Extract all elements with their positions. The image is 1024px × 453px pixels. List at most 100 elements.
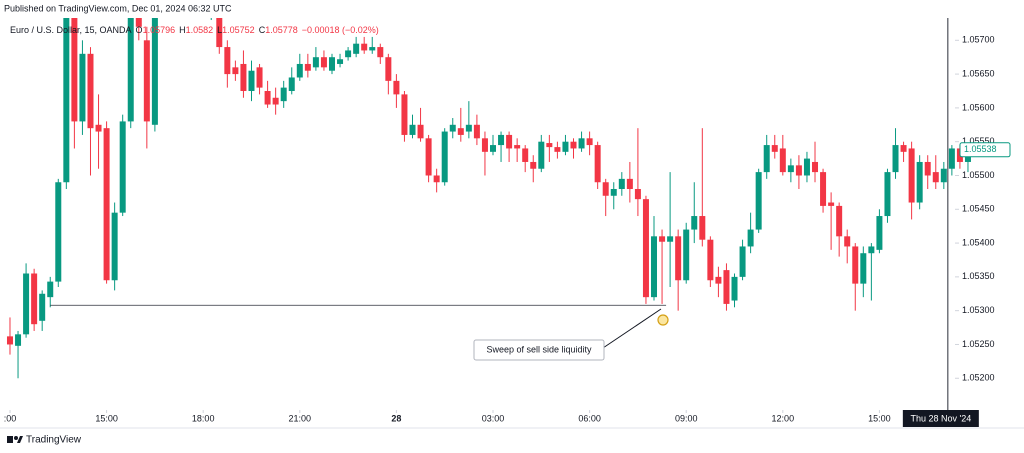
candle-body [892,145,899,173]
candle-body [240,63,247,91]
legend-ohlc-value: 1.05752 [222,25,255,35]
candle-body [498,134,505,146]
candle-body [272,97,279,105]
candle-body [828,202,835,206]
candle-body [506,134,513,149]
candle-body [490,145,497,152]
legend-ohlc-value: 1.0582 [186,25,214,35]
candle-body [417,124,424,139]
legend-ohlc-key: H [179,25,186,35]
candle-body [876,216,883,250]
y-tick-label: 1.05250 [962,339,995,349]
annotation-arrow [599,308,662,351]
candle-body [570,141,577,149]
candle-body [95,124,102,132]
candle-body [900,145,907,152]
candle-body [908,148,915,203]
candle-body [562,141,569,152]
candle-body [932,172,939,183]
candle-body [731,276,738,301]
candle-body [554,147,561,152]
candle-body [884,172,891,217]
candle-body [860,253,867,284]
y-tick-label: 1.05400 [962,237,995,247]
candle-body [715,276,722,284]
candle-body [127,18,134,122]
candle-body [119,121,126,213]
candle-body [820,172,827,206]
candle-body [361,43,368,51]
candle-body [264,90,271,105]
last-price-label: 1.05538 [964,144,997,154]
candle-body [651,236,658,298]
candle-body [763,145,770,173]
candle-body [6,336,13,345]
candle-body [457,128,464,135]
candle-body [369,47,376,51]
candle-body [586,138,593,146]
candle-body [151,18,158,125]
x-tick-label: :00 [4,413,17,423]
candle-body [723,270,730,304]
candle-body [216,18,223,48]
candle-body [449,124,456,132]
crosshair-label: Thu 28 Nov '24 [910,413,971,423]
footer-text: TradingView [26,435,82,446]
candle-body [280,87,287,102]
candle-body [320,57,327,68]
candle-body [401,94,408,135]
candle-body [71,18,78,122]
candle-body [602,182,609,196]
x-tick-label: 18:00 [192,413,215,423]
y-tick-label: 1.05500 [962,170,995,180]
annotation-text: Sweep of sell side liquidity [486,344,592,354]
candle-body [594,145,601,183]
legend-ohlc-value: 1.05778 [265,25,298,35]
candle-body [345,50,352,58]
legend-change: −0.00018 (−0.02%) [302,25,379,35]
x-tick-label: 21:00 [289,413,312,423]
candle-body [465,124,472,132]
candle-body [522,148,529,162]
candle-body [868,246,875,254]
candle-body [312,57,319,68]
y-tick-label: 1.05700 [962,35,995,45]
annotation: Sweep of sell side liquidity [50,304,669,361]
x-tick-label: 09:00 [675,413,698,423]
candle-body [771,145,778,152]
candle-body [836,205,843,237]
candle-body [916,161,923,203]
candle-body [135,18,142,27]
candle-body [143,40,150,122]
candle-body [747,229,754,247]
last-price-bg [959,142,1011,158]
candle-body [433,175,440,183]
legend-ohlc-value: 1.05796 [143,25,176,35]
candle-body [55,182,62,282]
candle-body [691,216,698,230]
candle-body [248,70,255,91]
candles [6,18,971,379]
candle-body [481,138,488,152]
candle-body [296,63,303,78]
legend-ohlc-key: C [259,25,266,35]
y-tick-label: 1.05300 [962,305,995,315]
y-tick-label: 1.05550 [962,136,995,146]
x-tick-label: 28 [391,413,401,423]
candle-body [852,246,859,284]
y-tick-label: 1.05350 [962,271,995,281]
candle-body [924,161,931,176]
candle-body [642,199,649,298]
candle-body [256,67,263,88]
y-tick-label: 1.05200 [962,373,995,383]
candle-body [739,246,746,277]
candle-body [755,172,762,230]
legend: Euro / U.S. Dollar, 15, OANDA O1.05796 H1.… [10,25,379,35]
candle-body [15,334,22,346]
y-tick-label: 1.05650 [962,68,995,78]
candle-body [812,161,819,173]
footer-logo [7,436,23,443]
annotation-box [473,339,605,361]
legend-ohlc-key: O [136,25,143,35]
